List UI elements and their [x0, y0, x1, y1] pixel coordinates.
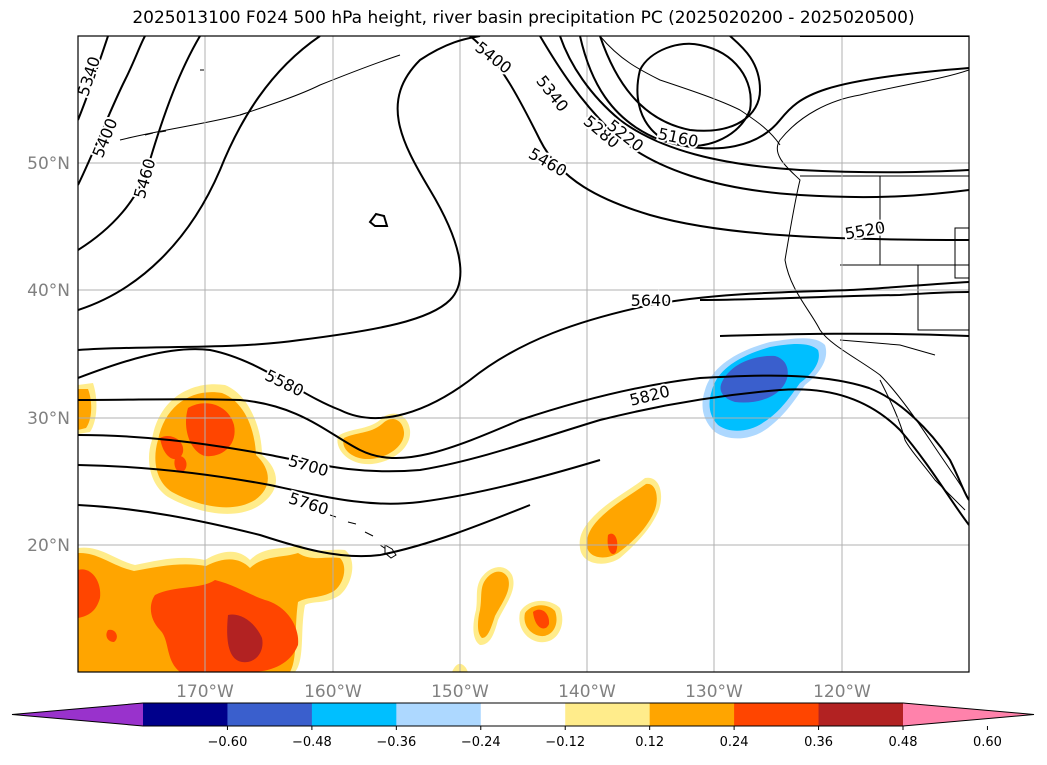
- height-contour: [78, 374, 969, 501]
- colorbar-tick-label: 0.48: [889, 735, 918, 750]
- hawaii-islands: [329, 514, 393, 554]
- precip-positive-area: [227, 614, 263, 663]
- contour-label: 5160: [656, 124, 700, 151]
- lat-label-40n: 40°N: [27, 281, 70, 301]
- colorbar-swatch: [396, 703, 482, 726]
- contour-label: 5700: [286, 451, 330, 480]
- colorbar-swatch: [734, 703, 820, 726]
- lat-label-20n: 20°N: [27, 536, 70, 556]
- colorbar-swatch: [311, 703, 397, 726]
- precip-positive-area: [607, 533, 618, 555]
- colorbar-extend-min: [12, 703, 143, 726]
- longitude-labels: 170°W 160°W 150°W 140°W 130°W 120°W: [176, 682, 871, 702]
- colorbar: −0.60 −0.48 −0.36 −0.24 −0.12 0.12 0.24 0.36 0.4…: [11, 702, 1035, 750]
- colorbar-tick-label: −0.36: [376, 735, 416, 750]
- lon-label-150w: 150°W: [431, 682, 489, 702]
- colorbar-tick-label: −0.48: [292, 735, 332, 750]
- colorbar-outline: [11, 702, 1035, 727]
- precip-positive-area: [477, 571, 509, 638]
- colorbar-swatch: [143, 703, 228, 726]
- colorbar-tick-label: 0.60: [973, 735, 1002, 750]
- contour-label: 5760: [286, 488, 331, 519]
- precip-positive-area: [533, 609, 550, 629]
- colorbar-tick-label: 0.12: [635, 735, 664, 750]
- coastline-gulf-alaska: [599, 36, 781, 146]
- height-contour: [78, 36, 321, 311]
- coastlines: [119, 36, 969, 559]
- height-contour: [78, 281, 969, 419]
- contour-label: 5640: [631, 291, 672, 310]
- colorbar-swatch: [227, 703, 313, 726]
- colorbar-tick-label: 0.36: [804, 735, 833, 750]
- height-contour: [469, 36, 969, 241]
- height-contours: [78, 36, 969, 558]
- border-states: [840, 176, 969, 331]
- colorbar-swatch: [565, 703, 651, 726]
- coastline-baja: [879, 379, 966, 511]
- height-contour: [78, 36, 481, 351]
- coastline-north-america: [777, 69, 969, 501]
- aleutian-islands: [144, 69, 247, 136]
- height-contour: [78, 36, 201, 251]
- height-contour: [78, 36, 109, 121]
- contour-label: 5580: [262, 366, 307, 401]
- latitude-labels: 50°N 40°N 30°N 20°N: [27, 154, 70, 556]
- lon-label-130w: 130°W: [685, 682, 743, 702]
- precip-shading: [78, 338, 827, 672]
- border-us-mexico: [839, 339, 936, 356]
- contour-label: 5400: [471, 38, 515, 78]
- height-contour: [699, 291, 969, 301]
- lat-label-50n: 50°N: [27, 154, 70, 174]
- contour-label: 5400: [88, 116, 121, 161]
- precip-positive-area: [586, 483, 657, 558]
- precip-positive-area: [174, 455, 187, 473]
- colorbar-swatch: [818, 703, 904, 726]
- colorbar-swatch: [649, 703, 735, 726]
- colorbar-tick-label: −0.60: [208, 735, 248, 750]
- lon-label-140w: 140°W: [558, 682, 616, 702]
- colorbar-extend-max: [903, 703, 1034, 726]
- height-contour: [559, 36, 969, 174]
- small-island: [368, 212, 389, 227]
- contour-label: 5460: [525, 144, 570, 181]
- height-contour: [636, 42, 752, 147]
- precip-positive-area: [106, 629, 117, 642]
- colorbar-tick-label: −0.12: [545, 735, 585, 750]
- colorbar-swatch: [480, 703, 566, 726]
- map-frame: [77, 35, 970, 673]
- height-contour: [78, 36, 146, 186]
- height-contour: [78, 504, 531, 558]
- height-contour: [78, 459, 601, 505]
- coastline-aleutians: [119, 54, 401, 141]
- height-contour: [719, 332, 969, 337]
- plot-title: 2025013100 F024 500 hPa height, river ba…: [132, 8, 915, 28]
- height-contour: [78, 388, 969, 526]
- height-contour: [579, 36, 969, 150]
- colorbar-tick-label: 0.24: [720, 735, 749, 750]
- hawaii-big-island: [384, 544, 397, 559]
- colorbar-tick-label: −0.24: [461, 735, 501, 750]
- lon-label-120w: 120°W: [813, 682, 871, 702]
- lon-label-170w: 170°W: [176, 682, 234, 702]
- lat-label-30n: 30°N: [27, 409, 70, 429]
- lon-label-160w: 160°W: [304, 682, 362, 702]
- height-contour: [539, 36, 969, 199]
- precip-positive-area: [78, 569, 101, 618]
- height-contour: [599, 36, 762, 132]
